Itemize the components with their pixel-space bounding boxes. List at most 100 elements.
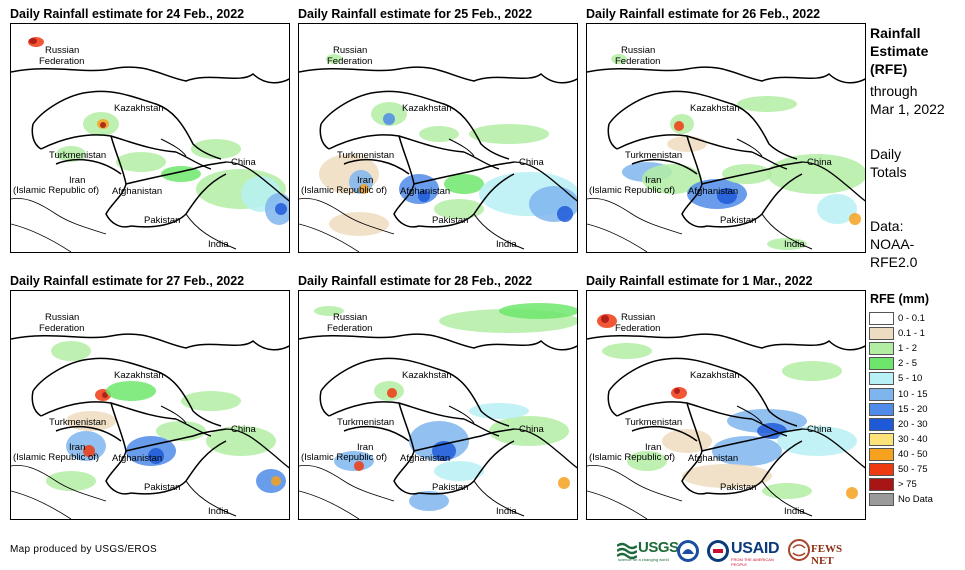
rainfall-map: Russian Federation Kazakhstan Turkmenistan C… (298, 290, 578, 520)
sidebar-data-line-2: NOAA- (870, 236, 915, 252)
sidebar-data-line-3: RFE2.0 (870, 254, 918, 270)
map-panel: Daily Rainfall estimate for 25 Feb., 202… (298, 7, 578, 253)
noaa-logo (676, 539, 700, 563)
country-label-iran: (Islamic Republic of) (13, 185, 100, 196)
country-label-russia: Federation (327, 56, 373, 67)
country-label-afghanistan: Afghanistan (112, 453, 163, 464)
country-label-turkmenistan: Turkmenistan (625, 417, 683, 428)
panel-title: Daily Rainfall estimate for 24 Feb., 202… (10, 7, 245, 21)
country-label-pakistan: Pakistan (144, 482, 181, 493)
country-label-turkmenistan: Turkmenistan (49, 417, 107, 428)
rainfall-map: Russian Federation Kazakhstan Turkmenistan C… (586, 23, 866, 253)
legend-swatch (869, 432, 894, 446)
legend-title: RFE (mm) (870, 292, 930, 306)
country-label-china: China (231, 424, 256, 435)
country-label-iran: Iran (645, 175, 662, 186)
legend-swatch (869, 447, 894, 461)
country-label-china: China (807, 424, 832, 435)
rainfall-map: Russian Federation Kazakhstan Turkmenistan C… (10, 290, 290, 520)
country-label-afghanistan: Afghanistan (688, 186, 739, 197)
map-graphic (299, 303, 577, 519)
sidebar-through: through Mar 1, 2022 (870, 82, 945, 118)
legend-swatch (869, 372, 894, 386)
country-label-india: India (496, 506, 517, 517)
sidebar-daily-line-2: Totals (870, 164, 907, 180)
country-label-india: India (208, 506, 229, 517)
country-label-russia: Russian (45, 312, 80, 323)
country-label-pakistan: Pakistan (432, 215, 469, 226)
panel-title: Daily Rainfall estimate for 27 Feb., 202… (10, 274, 245, 288)
sidebar-title-line-2: Estimate (870, 43, 929, 59)
map-graphic (11, 333, 289, 519)
usaid-seal-graphic (707, 540, 729, 562)
legend-swatch (869, 357, 894, 371)
rainfall-map: Russian Federation Kazakhstan Turkmenistan C… (586, 290, 866, 520)
country-label-iran: Iran (69, 442, 86, 453)
panel-title: Daily Rainfall estimate for 28 Feb., 202… (298, 274, 533, 288)
country-label-pakistan: Pakistan (720, 482, 757, 493)
legend-swatch (869, 463, 894, 476)
usgs-wave-icon (617, 542, 637, 560)
country-label-russia: Federation (39, 323, 85, 334)
sidebar-title-line-1: Rainfall (870, 25, 921, 41)
country-label-iran: (Islamic Republic of) (589, 452, 676, 463)
legend-swatch (869, 417, 894, 431)
country-label-china: China (807, 157, 832, 168)
country-label-pakistan: Pakistan (144, 215, 181, 226)
sidebar-title-line-3: (RFE) (870, 61, 908, 77)
map-panel: Daily Rainfall estimate for 26 Feb., 202… (586, 7, 866, 253)
country-label-iran: Iran (645, 442, 662, 453)
country-label-russia: Federation (615, 323, 661, 334)
usaid-tagline: FROM THE AMERICAN PEOPLE (731, 557, 774, 567)
country-label-china: China (519, 424, 544, 435)
legend-swatch (869, 387, 894, 401)
country-label-russia: Russian (333, 45, 368, 56)
country-label-afghanistan: Afghanistan (112, 186, 163, 197)
country-label-russia: Russian (621, 45, 656, 56)
legend-swatch (869, 493, 894, 507)
legend-label: 30 - 40 (898, 433, 928, 445)
country-label-india: India (784, 239, 805, 250)
usgs-tagline: science for a changing world (618, 557, 669, 562)
sidebar-data-source: Data: NOAA- RFE2.0 (870, 217, 917, 271)
country-label-afghanistan: Afghanistan (688, 453, 739, 464)
rainfall-map: Russian Federation Kazakhstan Turkmenistan C… (10, 23, 290, 253)
country-label-india: India (208, 239, 229, 250)
map-panel: Daily Rainfall estimate for 1 Mar., 2022… (586, 274, 866, 520)
panel-title: Daily Rainfall estimate for 1 Mar., 2022 (586, 274, 813, 288)
country-label-russia: Federation (39, 56, 85, 67)
country-label-iran: Iran (357, 442, 374, 453)
country-label-kazakhstan: Kazakhstan (690, 370, 740, 381)
country-label-iran: (Islamic Republic of) (301, 185, 388, 196)
country-label-iran: Iran (69, 175, 86, 186)
map-graphic (299, 54, 577, 252)
country-label-kazakhstan: Kazakhstan (114, 103, 164, 114)
country-label-russia: Russian (45, 45, 80, 56)
rainfall-map: Russian Federation Kazakhstan Turkmenistan C… (298, 23, 578, 253)
country-label-afghanistan: Afghanistan (400, 453, 451, 464)
legend-swatch (869, 312, 894, 325)
legend-label: 40 - 50 (898, 448, 928, 460)
country-label-iran: (Islamic Republic of) (13, 452, 100, 463)
panel-title: Daily Rainfall estimate for 25 Feb., 202… (298, 7, 533, 21)
country-label-kazakhstan: Kazakhstan (402, 103, 452, 114)
map-panel: Daily Rainfall estimate for 24 Feb., 202… (10, 7, 290, 253)
country-label-india: India (784, 506, 805, 517)
map-graphic (11, 37, 289, 252)
legend-label: 0 - 0.1 (898, 313, 925, 324)
country-label-russia: Russian (333, 312, 368, 323)
legend-label: 50 - 75 (898, 464, 928, 475)
usaid-logo: USAID FROM THE AMERICAN PEOPLE (731, 539, 785, 567)
country-label-china: China (519, 157, 544, 168)
country-label-afghanistan: Afghanistan (400, 186, 451, 197)
country-label-russia: Federation (327, 323, 373, 334)
country-label-china: China (231, 157, 256, 168)
country-label-turkmenistan: Turkmenistan (49, 150, 107, 161)
sidebar-through-line-1: through (870, 83, 918, 99)
legend-swatch (869, 342, 894, 356)
legend-label: > 75 (898, 479, 917, 491)
usaid-logo-text: USAID (731, 540, 780, 557)
sidebar-title: Rainfall Estimate (RFE) (870, 24, 965, 78)
noaa-emblem-icon (677, 540, 699, 562)
fewsnet-logo: FEWS NET (788, 539, 860, 567)
